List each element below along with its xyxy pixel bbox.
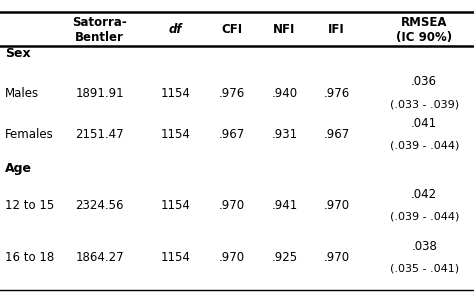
- Text: .976: .976: [323, 87, 350, 100]
- Text: (.033 - .039): (.033 - .039): [390, 99, 459, 110]
- Text: .041: .041: [411, 117, 438, 130]
- Text: .038: .038: [411, 240, 437, 253]
- Text: (.035 - .041): (.035 - .041): [390, 264, 459, 274]
- Text: .970: .970: [219, 199, 246, 212]
- Text: 1154: 1154: [160, 199, 191, 212]
- Text: 1154: 1154: [160, 87, 191, 100]
- Text: CFI: CFI: [222, 23, 243, 36]
- Text: .940: .940: [271, 87, 298, 100]
- Text: 1891.91: 1891.91: [75, 87, 124, 100]
- Text: .976: .976: [219, 87, 246, 100]
- Text: 2324.56: 2324.56: [75, 199, 124, 212]
- Text: 2151.47: 2151.47: [75, 128, 124, 141]
- Text: .931: .931: [271, 128, 298, 141]
- Text: .967: .967: [323, 128, 350, 141]
- Text: RMSEA
(IC 90%): RMSEA (IC 90%): [396, 16, 452, 44]
- Text: Satorra-
Bentler: Satorra- Bentler: [72, 16, 127, 44]
- Text: .036: .036: [411, 75, 437, 89]
- Text: .970: .970: [323, 199, 350, 212]
- Text: .925: .925: [271, 251, 298, 264]
- Text: .970: .970: [323, 251, 350, 264]
- Text: 16 to 18: 16 to 18: [5, 251, 54, 264]
- Text: Males: Males: [5, 87, 39, 100]
- Text: IFI: IFI: [328, 23, 345, 36]
- Text: (.039 - .044): (.039 - .044): [390, 212, 459, 222]
- Text: .941: .941: [271, 199, 298, 212]
- Text: .967: .967: [219, 128, 246, 141]
- Text: .042: .042: [411, 188, 438, 201]
- Text: Females: Females: [5, 128, 54, 141]
- Text: NFI: NFI: [273, 23, 296, 36]
- Text: Sex: Sex: [5, 47, 30, 60]
- Text: .970: .970: [219, 251, 246, 264]
- Text: df: df: [169, 23, 182, 36]
- Text: 1864.27: 1864.27: [75, 251, 124, 264]
- Text: (.039 - .044): (.039 - .044): [390, 141, 459, 151]
- Text: 1154: 1154: [160, 128, 191, 141]
- Text: 1154: 1154: [160, 251, 191, 264]
- Text: 12 to 15: 12 to 15: [5, 199, 54, 212]
- Text: Age: Age: [5, 162, 32, 175]
